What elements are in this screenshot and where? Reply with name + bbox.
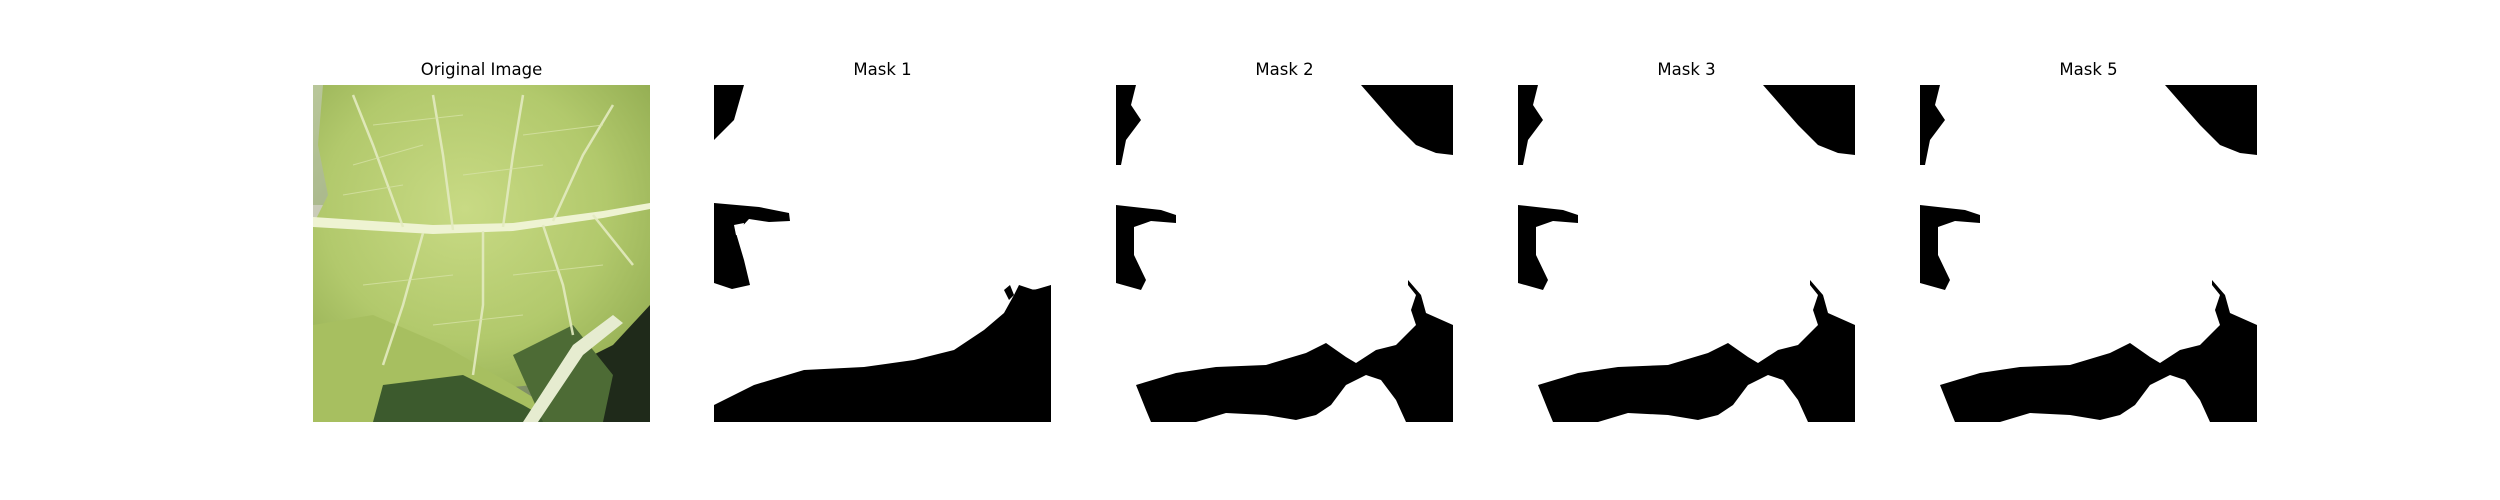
mask-5-graphic	[1920, 85, 2257, 422]
panel-title-mask-5: Mask 5	[2059, 60, 2118, 79]
panel-title-mask-2: Mask 2	[1255, 60, 1314, 79]
leaf-photo-graphic	[313, 85, 650, 422]
original-leaf-image	[313, 85, 650, 422]
mask-1-image	[714, 85, 1051, 422]
panel-title-mask-3: Mask 3	[1657, 60, 1716, 79]
panel-title-mask-1: Mask 1	[853, 60, 912, 79]
mask-2-graphic	[1116, 85, 1453, 422]
panel-title-original-image: Original Image	[420, 60, 543, 79]
mask-2-image	[1116, 85, 1453, 422]
mask-3-graphic	[1518, 85, 1855, 422]
mask-1-graphic	[714, 85, 1051, 422]
mask-3-image	[1518, 85, 1855, 422]
mask-5-image	[1920, 85, 2257, 422]
